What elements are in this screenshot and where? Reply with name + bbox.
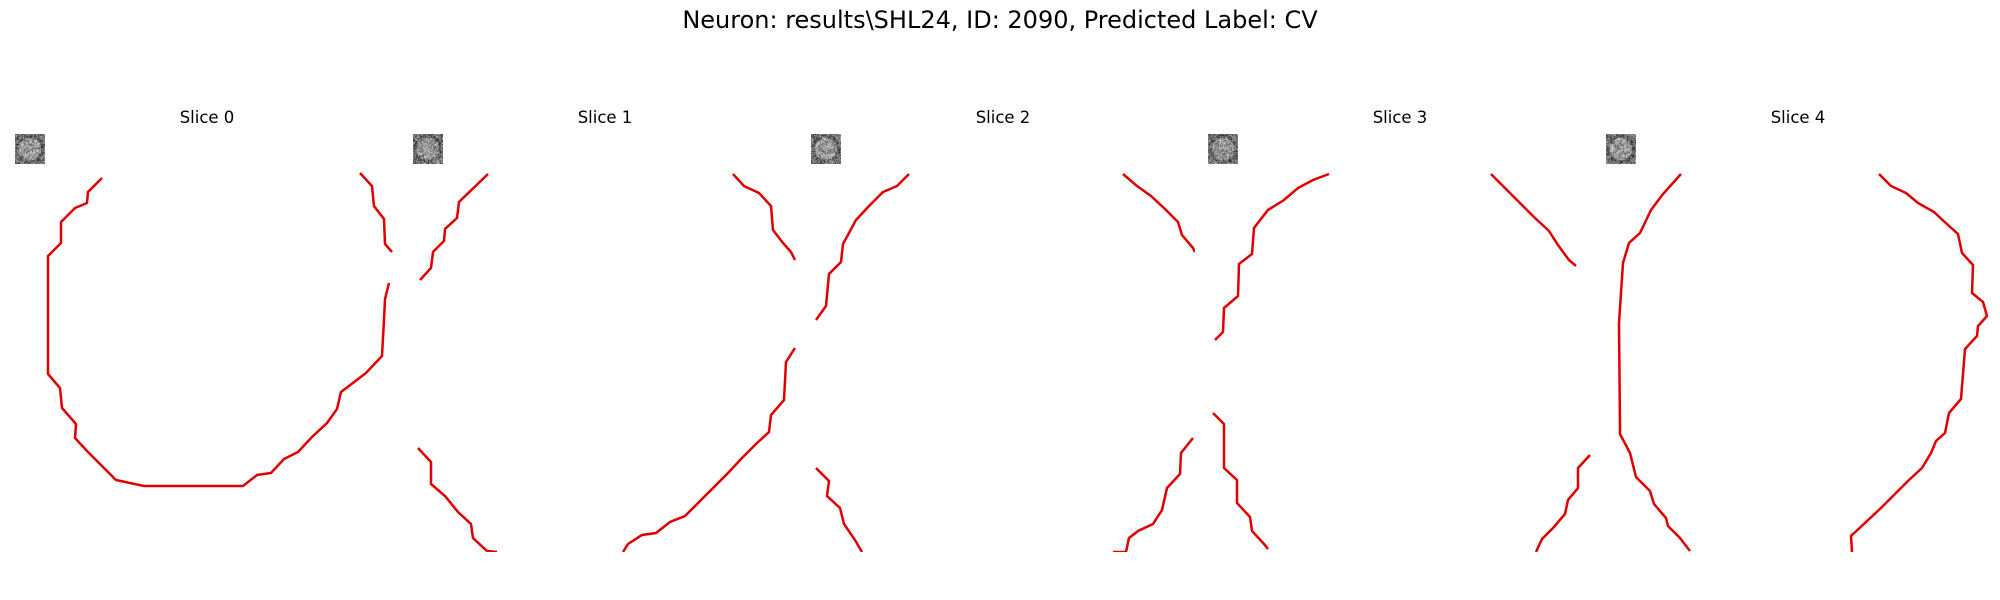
grayscale-pixel-grid <box>413 134 443 164</box>
grayscale-pixel-grid <box>1606 134 1636 164</box>
segmentation-contour <box>1617 173 1989 553</box>
slice-image <box>1208 134 1592 553</box>
slice-image <box>811 134 1197 554</box>
slice-panel-3: Slice 3 <box>1208 108 1592 553</box>
slice-image <box>413 134 797 554</box>
slice-image <box>1606 134 1990 553</box>
segmentation-contour <box>417 173 797 554</box>
segmentation-contour <box>1212 172 1591 553</box>
slice-title: Slice 2 <box>975 108 1031 127</box>
grayscale-pixel-grid <box>15 134 45 164</box>
slice-image <box>15 134 399 518</box>
slice-title: Slice 4 <box>1770 108 1826 127</box>
slice-title: Slice 1 <box>577 108 633 127</box>
segmentation-contour <box>814 173 1197 554</box>
slice-panel-4: Slice 4 <box>1606 108 1990 553</box>
figure-title: Neuron: results\SHL24, ID: 2090, Predict… <box>682 6 1318 34</box>
slice-panel-0: Slice 0 <box>15 108 399 518</box>
grayscale-pixel-grid <box>1208 134 1238 164</box>
grayscale-pixel-grid <box>811 134 841 164</box>
slice-title: Slice 3 <box>1372 108 1428 127</box>
slice-panel-1: Slice 1 <box>413 108 797 554</box>
slice-title: Slice 0 <box>179 108 235 127</box>
slice-panel-2: Slice 2 <box>811 108 1197 554</box>
segmentation-contour <box>46 172 393 488</box>
